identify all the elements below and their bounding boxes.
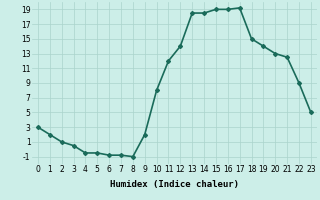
X-axis label: Humidex (Indice chaleur): Humidex (Indice chaleur): [110, 180, 239, 189]
